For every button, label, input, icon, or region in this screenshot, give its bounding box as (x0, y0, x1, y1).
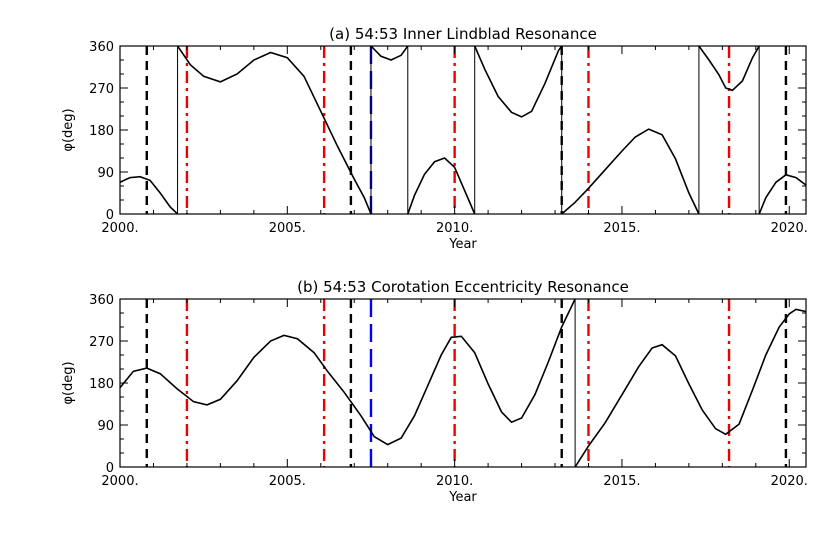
y-tick-label: 180 (89, 124, 114, 139)
plot-area (120, 46, 806, 214)
x-tick-label: 2010. (436, 474, 473, 489)
x-tick-label: 2000. (101, 221, 138, 236)
series-line (574, 308, 806, 467)
panel-b: 2000. 2005. 2010. 2015. 2020. 0 90 180 270 360 (b)… (61, 278, 808, 505)
x-tick-label: 2015. (603, 221, 640, 236)
series-line (407, 157, 476, 214)
x-tick-label: 2020. (771, 221, 808, 236)
series-line (758, 173, 806, 214)
x-tick-label: 2005. (269, 474, 306, 489)
y-tick-label: 270 (89, 82, 114, 97)
x-tick-label: 2005. (269, 221, 306, 236)
x-axis-label: Year (448, 237, 477, 252)
x-tick-label: 2020. (771, 474, 808, 489)
panel-a: 2000. 2005. 2010. 2015. 2020. 0 90 180 270 360 (a)… (61, 25, 808, 252)
plot-area (120, 299, 806, 467)
y-tick-label: 0 (106, 208, 114, 223)
x-axis-label: Year (448, 490, 477, 505)
y-tick-label: 180 (89, 377, 114, 392)
panel-title: (a) 54:53 Inner Lindblad Resonance (329, 25, 597, 43)
series-line (370, 46, 409, 61)
axes-frame (119, 45, 807, 215)
panel-title: (b) 54:53 Corotation Eccentricity Resona… (297, 278, 629, 296)
series-line (561, 128, 700, 214)
series-line (176, 46, 372, 214)
y-tick-label: 360 (89, 40, 114, 55)
x-tick-label: 2000. (101, 474, 138, 489)
series-line (473, 46, 563, 118)
series-line (120, 299, 576, 446)
y-axis-label: φ(deg) (61, 361, 76, 404)
series-line (120, 175, 179, 214)
y-tick-label: 0 (106, 461, 114, 476)
y-tick-label: 270 (89, 335, 114, 350)
y-tick-label: 90 (97, 166, 114, 181)
y-axis-label: φ(deg) (61, 108, 76, 151)
axes-frame (119, 298, 807, 468)
series-line (698, 46, 760, 92)
x-tick-label: 2010. (436, 221, 473, 236)
y-tick-label: 90 (97, 419, 114, 434)
x-tick-label: 2015. (603, 474, 640, 489)
y-tick-label: 360 (89, 293, 114, 308)
